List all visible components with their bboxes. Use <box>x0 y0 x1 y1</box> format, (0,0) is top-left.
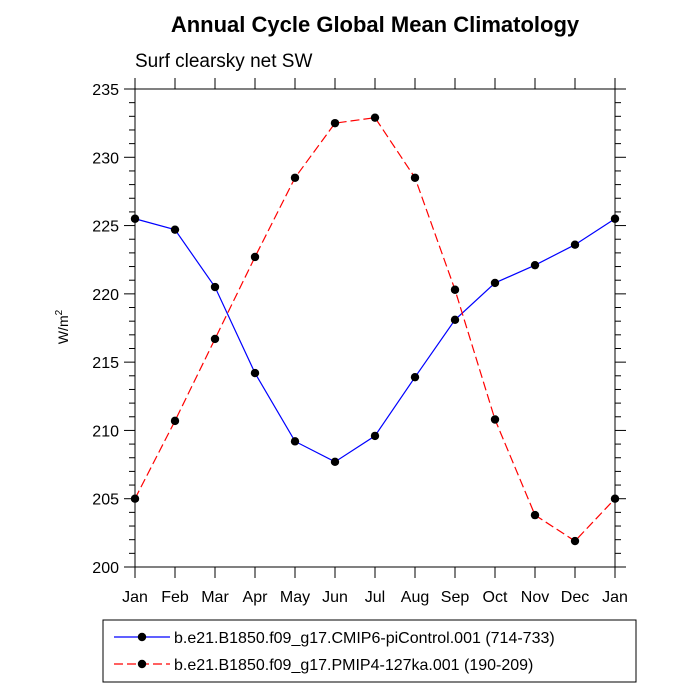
x-tick-label: Jul <box>365 589 385 606</box>
x-tick-labels: Jan Feb Mar Apr May Jun Jul Aug Sep Oct Nov Dec Jan <box>122 589 628 606</box>
y-tick-label: 200 <box>92 560 119 577</box>
chart-subtitle: Surf clearsky net SW <box>135 51 312 72</box>
series-2-point <box>330 118 340 128</box>
legend-marker-1 <box>137 632 147 642</box>
series-1-point <box>410 372 420 382</box>
x-tick-label: Dec <box>561 589 589 606</box>
series-2-point <box>530 510 540 520</box>
y-axis-label: W/m2 <box>54 309 71 344</box>
series-2-point <box>170 416 180 426</box>
series-2-point <box>250 252 260 262</box>
series-1-point <box>210 282 220 292</box>
series-2-point <box>450 285 460 294</box>
legend-label-1: b.e21.B1850.f09_g17.CMIP6-piControl.001 … <box>174 630 555 647</box>
series-2-point <box>570 536 580 546</box>
series-2-point <box>610 494 620 503</box>
x-tick-label: Jun <box>322 589 348 606</box>
x-tick-label: Feb <box>161 589 189 606</box>
series-1-point <box>370 431 380 441</box>
series-2-point <box>490 415 500 424</box>
y-tick-label: 205 <box>92 492 119 509</box>
series-line-1 <box>134 218 616 463</box>
y-axis-label-exponent: 2 <box>54 309 65 315</box>
series-1-point <box>250 368 260 378</box>
series-1-point <box>450 315 460 325</box>
y-tick-label: 215 <box>92 355 119 372</box>
x-tick-label: Jan <box>602 589 628 606</box>
x-tick-label: Apr <box>243 589 269 606</box>
series-2-point <box>210 334 220 344</box>
y-axis-label-unit: W/m <box>55 315 71 344</box>
x-tick-label: Aug <box>401 589 429 606</box>
series-1-point <box>530 260 540 270</box>
x-tick-label: Oct <box>483 589 508 606</box>
legend-marker-2 <box>137 659 147 669</box>
y-tick-label: 225 <box>92 219 119 236</box>
axis-ticks <box>124 78 626 578</box>
y-tick-labels: 200 205 210 215 220 225 230 235 <box>92 82 119 577</box>
chart-title: Annual Cycle Global Mean Climatology <box>171 12 580 37</box>
series-1-point <box>610 214 620 223</box>
series-1-point <box>330 457 340 467</box>
series-1-point <box>570 240 580 249</box>
y-tick-label: 235 <box>92 82 119 99</box>
y-tick-label: 220 <box>92 287 119 304</box>
x-tick-label: Sep <box>441 589 470 606</box>
series-1-point <box>290 437 300 446</box>
y-tick-label: 210 <box>92 423 119 440</box>
series-2-point <box>290 173 300 182</box>
series-layer <box>130 113 620 546</box>
legend-box <box>102 619 637 683</box>
y-tick-label: 230 <box>92 150 119 167</box>
series-2-point <box>410 173 420 182</box>
series-line-2 <box>134 117 616 542</box>
series-1-point <box>170 225 180 234</box>
x-tick-label: May <box>280 589 310 606</box>
x-tick-label: Nov <box>521 589 549 606</box>
x-tick-label: Mar <box>201 589 229 606</box>
x-tick-label: Jan <box>122 589 148 606</box>
series-1-point <box>490 278 500 288</box>
plot-frame <box>134 88 616 568</box>
svg-text:W/m2: W/m2 <box>54 309 71 344</box>
series-2-point <box>370 113 380 122</box>
series-1-point <box>130 214 140 223</box>
legend: b.e21.B1850.f09_g17.CMIP6-piControl.001 … <box>114 630 555 674</box>
legend-label-2: b.e21.B1850.f09_g17.PMIP4-127ka.001 (190… <box>174 657 533 674</box>
series-2-point <box>130 494 140 503</box>
